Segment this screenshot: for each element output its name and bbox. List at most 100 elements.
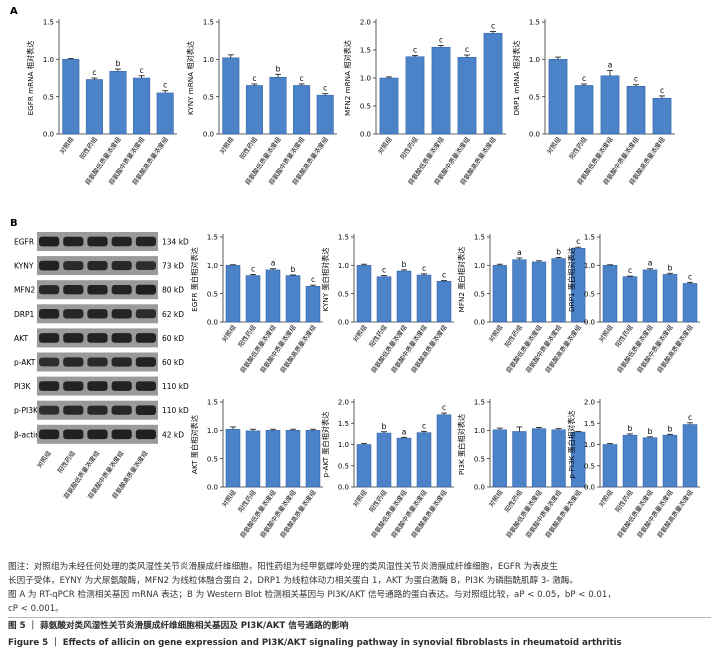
bar — [548, 59, 568, 135]
x-tick-label: 蒜氨酸中质量浓度组 — [258, 322, 298, 374]
blot-band — [39, 381, 60, 391]
bar — [109, 71, 127, 135]
significance-label: c — [576, 237, 580, 246]
x-tick-label: 蒜氨酸高质量浓度组 — [409, 487, 449, 539]
significance-label: c — [442, 271, 446, 280]
blot-band — [39, 285, 60, 295]
bar — [531, 261, 547, 323]
bar — [62, 59, 80, 135]
y-tick-label: 0.5 — [203, 93, 214, 101]
note-line: 图注：对照组为未经任何处理的类风湿性关节炎滑膜成纤维细胞，阳性药组为经甲氨蝶呤处… — [8, 562, 558, 572]
y-axis-label: EGFR mRNA 相对表达 — [26, 41, 35, 116]
blot-band — [63, 333, 84, 343]
bar — [316, 94, 334, 135]
significance-label: c — [439, 36, 443, 45]
significance-label: c — [140, 66, 144, 75]
x-tick-label: 对照组 — [544, 134, 563, 155]
x-tick-label: 蒜氨酸低质量浓度组 — [504, 322, 544, 374]
blot-band — [135, 357, 156, 367]
significance-label: c — [688, 413, 692, 422]
bar — [245, 85, 263, 135]
y-tick-label: 1.0 — [207, 427, 218, 435]
x-tick-label: 对照组 — [486, 487, 505, 508]
blot-band — [63, 429, 84, 440]
bar — [574, 85, 594, 135]
blot-kd-label: 134 kD — [162, 238, 189, 247]
significance-label: b — [668, 424, 673, 433]
y-tick-label: 0.0 — [338, 484, 349, 492]
y-tick-label: 1.5 — [207, 234, 218, 242]
y-tick-label: 0.5 — [43, 93, 54, 101]
x-tick-label: 对照组 — [219, 322, 238, 343]
x-tick-label: 对照组 — [219, 487, 238, 508]
x-tick-label: 阳性药组 — [367, 487, 389, 513]
bar — [457, 57, 477, 135]
x-tick-label: 对照组 — [596, 322, 615, 343]
y-tick-label: 1.0 — [529, 56, 540, 64]
panel-label-a: A — [10, 6, 18, 17]
blot-band — [87, 429, 108, 440]
bar — [376, 432, 392, 488]
y-tick-label: 0.5 — [338, 462, 349, 470]
blot-band — [39, 405, 60, 415]
bar — [512, 431, 527, 488]
bar — [642, 437, 658, 488]
significance-label: c — [422, 264, 426, 273]
blot-lane-label: 阳性药组 — [55, 448, 77, 474]
bar — [492, 265, 507, 323]
figure-note: 图注：对照组为未经任何处理的类风湿性关节炎滑膜成纤维细胞，阳性药组为经甲氨蝶呤处… — [8, 560, 711, 616]
figure-caption-en: Figure 5 ｜ Effects of allicin on gene ex… — [8, 638, 622, 648]
y-tick-label: 1.5 — [207, 399, 218, 407]
bar — [662, 434, 678, 488]
y-tick-label: 0.5 — [529, 93, 540, 101]
x-tick-label: 蒜氨酸中质量浓度组 — [523, 487, 563, 539]
y-tick-label: 1.0 — [43, 56, 54, 64]
blot-band — [39, 333, 60, 343]
x-tick-label: 蒜氨酸高质量浓度组 — [278, 487, 318, 539]
y-tick-label: 0.0 — [529, 131, 540, 139]
y-tick-label: 0.5 — [207, 290, 218, 298]
bar — [551, 429, 566, 488]
y-tick-label: 0.5 — [584, 462, 595, 470]
blot-band — [87, 333, 108, 343]
y-tick-label: 1.0 — [338, 441, 349, 449]
y-tick-label: 1.0 — [207, 262, 218, 270]
y-axis-label: EGFR 蛋白相对表达 — [190, 247, 199, 312]
significance-label: c — [251, 264, 255, 273]
bar — [436, 280, 452, 323]
x-tick-label: 蒜氨酸低质量浓度组 — [615, 487, 655, 539]
y-tick-label: 0.0 — [207, 484, 218, 492]
bar — [682, 424, 698, 488]
y-tick-label: 2.0 — [360, 19, 371, 27]
blot-band — [63, 261, 84, 271]
y-tick-label: 1.0 — [474, 427, 485, 435]
bar — [600, 75, 620, 135]
x-tick-label: 阳性药组 — [502, 322, 524, 348]
blot-band — [87, 261, 108, 271]
x-tick-label: 蒜氨酸中质量浓度组 — [523, 322, 563, 374]
blot-protein-label: DRP1 — [14, 310, 35, 319]
x-tick-label: 蒜氨酸低质量浓度组 — [369, 487, 409, 539]
bar — [356, 265, 372, 323]
blot-band — [87, 381, 108, 391]
y-tick-label: 0.0 — [207, 319, 218, 327]
bar — [492, 429, 507, 488]
blot-band — [39, 260, 60, 271]
significance-label: c — [311, 275, 315, 284]
x-tick-label: 蒜氨酸高质量浓度组 — [655, 322, 695, 374]
y-tick-label: 0.0 — [203, 131, 214, 139]
bar — [652, 97, 672, 135]
y-tick-label: 1.0 — [360, 75, 371, 83]
significance-label: a — [402, 427, 407, 436]
bar — [436, 414, 452, 488]
significance-label: b — [276, 64, 281, 73]
y-tick-label: 0.5 — [207, 455, 218, 463]
significance-label: b — [668, 263, 673, 272]
y-tick-label: 0.0 — [360, 131, 371, 139]
bar — [531, 428, 547, 488]
